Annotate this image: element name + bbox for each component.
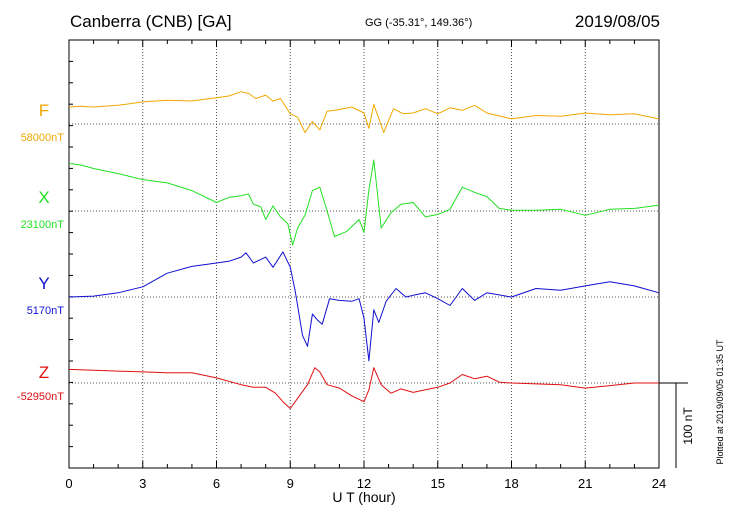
x-axis-ticks: 0 3 6 9 12 15 18 21 24: [65, 40, 666, 491]
series-group: [68, 91, 660, 409]
grid: [69, 40, 659, 468]
component-label-f: F: [39, 101, 49, 120]
scale-bar-label: 100 nT: [681, 407, 695, 445]
station-title: Canberra (CNB) [GA]: [70, 12, 232, 31]
x-tick-label: 15: [431, 476, 445, 491]
plot-date: 2019/08/05: [574, 12, 660, 31]
x-tick-label: 12: [357, 476, 371, 491]
x-tick-label: 9: [287, 476, 294, 491]
component-label-z: Z: [39, 363, 49, 382]
component-label-x: X: [38, 188, 49, 207]
plotted-timestamp: Plotted at 2019/09/05 01:35 UT: [715, 339, 725, 465]
baseline-label-y: 5170nT: [27, 305, 65, 317]
scale-bar: 100 nT: [659, 382, 695, 468]
baseline-label-z: -52950nT: [17, 391, 64, 403]
series-line-y: [68, 251, 660, 362]
component-labels: F 58000nT X 23100nT Y 5170nT Z -52950nT: [17, 101, 64, 403]
baseline-label-x: 23100nT: [21, 219, 65, 231]
left-minor-ticks: [69, 39, 73, 469]
series-line-z: [68, 367, 659, 409]
component-label-y: Y: [38, 274, 49, 293]
baseline-label-f: 58000nT: [21, 132, 65, 144]
x-tick-label: 18: [504, 476, 518, 491]
x-axis-label: U T (hour): [332, 489, 395, 505]
series-line-x: [68, 159, 660, 246]
x-tick-label: 0: [65, 476, 72, 491]
x-tick-label: 3: [139, 476, 146, 491]
series-line-f: [68, 91, 660, 133]
station-coordinates: GG (-35.31°, 149.36°): [365, 17, 473, 29]
x-tick-label: 6: [213, 476, 220, 491]
x-tick-label: 24: [652, 476, 666, 491]
x-tick-label: 21: [578, 476, 592, 491]
